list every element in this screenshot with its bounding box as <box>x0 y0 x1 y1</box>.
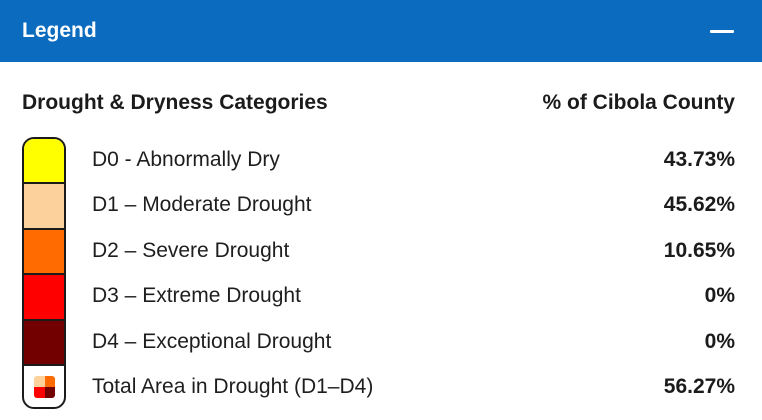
row-label: D0 - Abnormally Dry <box>92 147 280 171</box>
legend-color-bar <box>22 137 66 409</box>
legend-title: Legend <box>22 19 97 42</box>
row-label: D1 – Moderate Drought <box>92 192 312 216</box>
row-percent: 56.27% <box>663 374 735 398</box>
legend-row-d2: D2 – Severe Drought 10.65% <box>92 228 735 273</box>
swatch-d0 <box>24 139 64 184</box>
row-label: D4 – Exceptional Drought <box>92 329 332 353</box>
row-label: D3 – Extreme Drought <box>92 283 301 307</box>
legend-row-d4: D4 – Exceptional Drought 0% <box>92 319 735 364</box>
category-column-header: Drought & Dryness Categories <box>22 91 328 114</box>
swatch-d4 <box>24 321 64 366</box>
legend-row-d0: D0 - Abnormally Dry 43.73% <box>92 137 735 182</box>
row-percent: 0% <box>704 329 735 353</box>
row-percent: 0% <box>704 283 735 307</box>
minus-icon[interactable] <box>706 16 738 46</box>
row-percent: 10.65% <box>663 238 735 262</box>
swatch-d1 <box>24 184 64 230</box>
row-percent: 45.62% <box>663 192 735 216</box>
percent-column-header: % of Cibola County <box>542 91 736 114</box>
row-percent: 43.73% <box>663 147 735 171</box>
swatch-d3 <box>24 275 64 321</box>
legend-row-d1: D1 – Moderate Drought 45.62% <box>92 182 735 227</box>
legend-row-d3: D3 – Extreme Drought 0% <box>92 273 735 318</box>
swatch-d2 <box>24 230 64 275</box>
legend-header[interactable]: Legend <box>0 0 762 62</box>
drought-mix-icon <box>34 376 55 398</box>
row-label: Total Area in Drought (D1–D4) <box>92 374 374 398</box>
row-label: D2 – Severe Drought <box>92 238 290 262</box>
legend-row-total: Total Area in Drought (D1–D4) 56.27% <box>92 364 735 409</box>
